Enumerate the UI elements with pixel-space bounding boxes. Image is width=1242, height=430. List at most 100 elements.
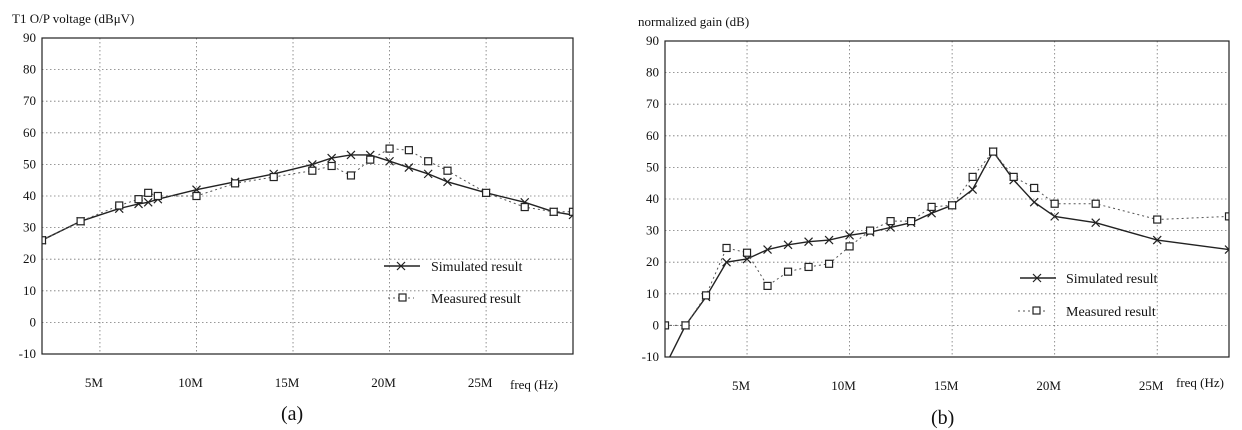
measured-point — [1091, 199, 1100, 208]
measured-point — [308, 166, 317, 175]
legend-square-marker — [1032, 306, 1041, 315]
y-tick-label: 90 — [646, 33, 659, 48]
measured-point — [845, 242, 854, 251]
measured-line — [42, 148, 573, 241]
measured-point — [665, 321, 670, 330]
y-tick-label: 80 — [23, 62, 36, 77]
simulated-point — [1050, 211, 1060, 221]
measured-point — [115, 201, 124, 210]
x-tick-label: 15M — [275, 375, 300, 390]
panel-caption: (a) — [281, 403, 303, 425]
x-tick-label: 15M — [934, 378, 959, 393]
measured-point — [482, 188, 491, 197]
measured-point — [366, 155, 375, 164]
measured-point — [443, 166, 452, 175]
series-group — [661, 147, 1229, 370]
simulated-line — [668, 150, 1229, 357]
y-tick-label: -10 — [642, 349, 659, 364]
simulated-point — [423, 169, 433, 179]
measured-point — [763, 281, 772, 290]
measured-point — [1030, 183, 1039, 193]
measured-point — [568, 207, 573, 216]
legend-measured-label: Measured result — [1066, 305, 1156, 320]
measured-point — [327, 161, 336, 171]
y-tick-label: 70 — [646, 96, 659, 111]
measured-point — [886, 217, 895, 226]
x-axis-label: freq (Hz) — [510, 377, 558, 392]
y-tick-label: 40 — [646, 191, 659, 206]
simulated-point — [1224, 245, 1229, 254]
y-tick-label: 70 — [23, 93, 36, 108]
measured-point — [385, 144, 394, 153]
simulated-point — [763, 245, 772, 254]
y-tick-label: 20 — [646, 254, 659, 269]
measured-line — [665, 150, 1229, 326]
y-tick-label: 80 — [646, 65, 659, 80]
measured-point — [824, 259, 834, 268]
legend-square-marker — [398, 293, 407, 302]
x-tick-label: 5M — [85, 375, 104, 390]
y-axis-label: T1 O/P voltage (dBμV) — [12, 11, 134, 26]
x-tick-label: 5M — [732, 378, 751, 393]
y-tick-label: 40 — [23, 188, 36, 203]
legend: Simulated result Measured result — [1018, 272, 1157, 320]
simulated-point — [1091, 218, 1101, 228]
chart-panel-b: normalized gain (dB) -10 0 10 20 30 40 50 60 70 8… — [638, 14, 1230, 429]
simulated-point — [1029, 197, 1039, 207]
measured-point — [76, 217, 85, 226]
simulated-point — [845, 230, 855, 240]
y-tick-label: -10 — [19, 346, 36, 361]
x-tick-label: 20M — [371, 375, 396, 390]
simulated-point — [443, 177, 452, 187]
measured-point — [989, 147, 998, 156]
simulated-point — [783, 240, 793, 250]
measured-point — [681, 321, 690, 330]
measured-point — [230, 179, 240, 188]
legend-x-marker — [396, 261, 406, 271]
simulated-point — [346, 150, 356, 160]
measured-point — [865, 226, 875, 235]
legend-simulated-label: Simulated result — [1066, 272, 1157, 287]
measured-point — [804, 262, 813, 272]
y-tick-label: 0 — [30, 314, 37, 329]
legend-simulated-label: Simulated result — [431, 260, 522, 275]
measured-point — [968, 172, 977, 181]
simulated-point — [824, 235, 834, 245]
x-axis-label: freq (Hz) — [1176, 375, 1224, 390]
y-tick-label: 30 — [23, 220, 36, 235]
plot-frame — [664, 40, 1230, 358]
x-tick-label: 25M — [468, 375, 493, 390]
y-tick-label: 10 — [646, 286, 659, 301]
measured-point — [948, 201, 957, 210]
measured-point — [722, 243, 731, 253]
measured-point — [269, 172, 278, 182]
legend-x-marker — [1032, 273, 1042, 283]
y-tick-label: 20 — [23, 251, 36, 266]
simulated-point — [404, 163, 414, 172]
x-tick-label: 10M — [831, 378, 856, 393]
y-tick-label: 90 — [23, 30, 36, 45]
measured-point — [927, 202, 936, 211]
y-tick-label: 60 — [23, 125, 36, 140]
measured-point — [404, 146, 413, 155]
series-group — [42, 144, 573, 245]
simulated-point — [804, 237, 813, 247]
simulated-point — [1152, 235, 1162, 245]
y-axis-label: normalized gain (dB) — [638, 14, 749, 29]
chart-panel-a: T1 O/P voltage (dBμV) -10 0 10 20 30 40 50 60 70… — [12, 11, 574, 425]
y-tick-label: 60 — [646, 128, 659, 143]
measured-point — [424, 157, 433, 166]
simulated-point — [661, 362, 669, 370]
measured-point — [549, 207, 558, 216]
y-tick-label: 0 — [653, 317, 660, 332]
measured-point — [742, 248, 752, 257]
measured-point — [1224, 212, 1229, 221]
simulated-point — [143, 197, 153, 207]
simulated-point — [968, 185, 978, 194]
x-tick-label: 25M — [1139, 378, 1164, 393]
plot-frame — [41, 37, 574, 355]
grid — [665, 41, 1229, 357]
axes: -10 0 10 20 30 40 50 60 70 80 90 5M 10M 15M 20M 25M — [642, 33, 1164, 393]
measured-point — [907, 217, 916, 226]
measured-point — [1153, 215, 1162, 224]
